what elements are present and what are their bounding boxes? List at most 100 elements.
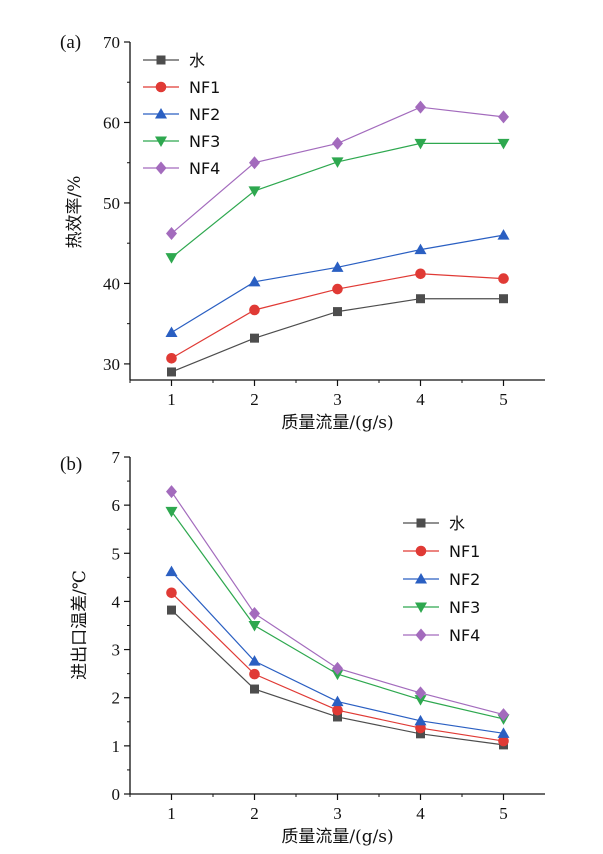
legend-marker [155,161,167,175]
data-point-水 [333,307,342,317]
data-point-NF2 [497,727,510,738]
y-tick-label: 3 [112,641,121,660]
data-point-NF4 [415,100,426,114]
data-point-NF4 [332,136,343,150]
data-point-NF4 [249,156,260,170]
y-tick-label: 60 [103,113,120,132]
data-point-NF1 [166,352,177,364]
x-tick-label: 2 [250,390,259,409]
data-point-NF1 [415,268,426,280]
data-point-NF1 [249,668,260,680]
data-point-NF4 [415,686,426,700]
x-tick-label: 3 [333,804,342,823]
data-point-水 [416,294,425,304]
legend-marker [415,602,427,613]
legend-label: NF3 [189,132,220,151]
data-point-NF2 [331,261,344,272]
y-tick-label: 40 [103,274,120,293]
y-tick-label: 5 [112,544,121,563]
x-tick-label: 4 [416,804,425,823]
x-axis-title: 质量流量/(g/s) [281,413,393,433]
data-point-NF4 [498,708,509,722]
y-tick-label: 50 [103,194,120,213]
legend-marker [416,518,426,528]
data-point-NF3 [331,669,344,681]
y-tick-label: 4 [112,592,121,611]
panel-label: (b) [60,454,82,475]
panel-label: (a) [60,32,81,53]
y-tick-label: 30 [103,355,120,374]
x-tick-label: 2 [250,804,259,823]
y-axis-title: 热效率/% [65,176,85,249]
legend-marker [415,545,427,557]
legend-marker [155,136,167,147]
data-point-NF1 [498,273,509,284]
data-point-NF1 [332,704,343,716]
data-point-NF3 [165,253,178,264]
y-axis-title: 进出口温差/℃ [70,570,90,680]
data-point-NF2 [248,655,261,666]
y-tick-label: 2 [112,689,121,708]
x-tick-label: 3 [333,390,342,409]
legend-label: 水 [189,51,205,70]
chart-panel-a: 30 40 50 60 70 1 2 3 4 5 质量流量/(g/s) 热效率/% (a) 水 NF1 NF2… [60,32,545,433]
x-tick-label: 4 [416,390,425,409]
data-point-NF1 [249,304,260,316]
y-tick-label: 1 [112,737,121,756]
data-point-NF4 [498,110,509,124]
data-point-NF3 [248,621,261,632]
data-point-水 [167,367,176,377]
x-tick-label: 5 [499,804,508,823]
legend-label: NF1 [189,78,220,97]
data-point-NF3 [165,506,178,518]
legend-marker [415,573,427,584]
data-point-水 [333,712,342,722]
data-point-NF3 [497,138,510,150]
legend-marker [155,108,167,119]
data-point-NF1 [498,735,509,747]
legend-label: NF2 [189,105,220,124]
data-point-NF2 [497,229,510,240]
legend-marker [156,55,166,65]
legend-label: NF4 [189,159,220,178]
legend-label: NF1 [449,542,480,561]
data-point-NF2 [165,565,178,577]
data-point-NF2 [331,695,344,707]
data-point-NF2 [248,275,261,287]
data-point-NF1 [166,587,177,599]
x-tick-label: 5 [499,390,508,409]
data-point-NF2 [414,714,427,726]
legend-marker [155,81,167,93]
data-point-NF1 [332,283,343,295]
legend-label: NF4 [449,626,480,645]
y-tick-label: 6 [112,496,121,515]
legend-marker [415,628,427,642]
y-tick-label: 70 [103,33,120,52]
data-point-NF2 [414,243,427,255]
legend-label: NF3 [449,598,480,617]
x-tick-label: 1 [167,804,176,823]
data-point-NF3 [414,138,427,150]
data-point-水 [167,605,176,615]
data-point-NF4 [166,227,177,241]
data-point-NF3 [248,186,261,197]
data-point-水 [499,294,508,304]
series-line-NF4 [171,106,504,234]
data-point-NF4 [332,661,343,675]
data-point-水 [250,333,259,343]
y-tick-label: 0 [112,785,121,804]
x-tick-label: 1 [167,390,176,409]
data-point-NF2 [165,326,178,338]
data-point-水 [416,729,425,739]
data-point-NF4 [166,485,177,499]
data-point-NF3 [331,157,344,168]
legend-label: NF2 [449,570,480,589]
data-point-水 [250,684,259,694]
x-axis-title: 质量流量/(g/s) [281,827,393,847]
data-point-NF3 [414,695,427,706]
legend-label: 水 [449,514,465,533]
y-tick-label: 7 [112,448,121,467]
data-point-NF4 [249,606,260,620]
data-point-NF1 [415,722,426,734]
